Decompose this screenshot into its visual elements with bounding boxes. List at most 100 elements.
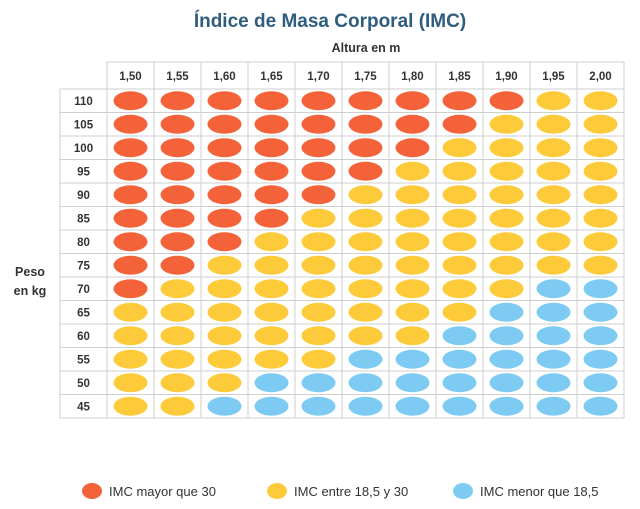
bmi-cell-normal <box>207 279 242 299</box>
bmi-cell-high <box>301 185 336 205</box>
bmi-cell-low <box>442 373 477 393</box>
bmi-cell-high <box>348 91 383 111</box>
x-tick-label: 1,55 <box>166 71 189 83</box>
bmi-cell-high <box>113 91 148 111</box>
y-tick-label: 110 <box>74 96 93 108</box>
bmi-cell-normal <box>254 232 289 252</box>
grid-lines <box>59 61 625 419</box>
bmi-cell-normal <box>348 279 383 299</box>
x-axis-title: Altura en m <box>332 41 401 55</box>
bmi-cell-high <box>207 185 242 205</box>
bmi-cell-normal <box>395 302 430 322</box>
legend: IMC mayor que 30 IMC entre 18,5 y 30 IMC m… <box>82 483 599 499</box>
bmi-cell-normal <box>348 185 383 205</box>
bmi-cell-high <box>301 138 336 158</box>
bmi-cell-normal <box>301 279 336 299</box>
legend-swatch-normal <box>267 483 287 499</box>
x-tick-label: 2,00 <box>589 71 611 83</box>
x-tick-label: 1,80 <box>401 71 423 83</box>
bmi-cell-normal <box>348 326 383 346</box>
bmi-cell-low <box>254 396 289 416</box>
bmi-cell-normal <box>301 349 336 369</box>
bmi-cell-normal <box>348 208 383 228</box>
bmi-cell-low <box>489 349 524 369</box>
bmi-cell-low <box>536 326 571 346</box>
bmi-cell-normal <box>160 302 195 322</box>
x-tick-label: 1,95 <box>542 71 565 83</box>
y-tick-label: 70 <box>77 284 90 296</box>
bmi-cell-normal <box>113 326 148 346</box>
y-axis-title-line-1: Peso <box>15 265 45 279</box>
bmi-cell-normal <box>536 91 571 111</box>
bmi-cell-normal <box>489 185 524 205</box>
bmi-cell-normal <box>395 161 430 181</box>
bmi-cell-high <box>113 138 148 158</box>
bmi-cell-normal <box>536 232 571 252</box>
bmi-cell-low <box>536 373 571 393</box>
bmi-cell-high <box>254 91 289 111</box>
bmi-cell-high <box>113 279 148 299</box>
bmi-cell-low <box>583 349 618 369</box>
y-tick-label: 100 <box>74 143 93 155</box>
bmi-cell-low <box>348 349 383 369</box>
bmi-cell-normal <box>113 396 148 416</box>
bmi-cell-high <box>395 138 430 158</box>
bmi-cell-normal <box>536 161 571 181</box>
y-tick-label: 45 <box>77 401 90 413</box>
bmi-cell-high <box>160 185 195 205</box>
legend-swatch-high <box>82 483 102 499</box>
y-tick-label: 75 <box>77 260 90 272</box>
bmi-cell-high <box>160 232 195 252</box>
bmi-cell-low <box>583 302 618 322</box>
bmi-cell-normal <box>207 373 242 393</box>
legend-label-low: IMC menor que 18,5 <box>480 484 599 499</box>
bmi-cell-normal <box>395 185 430 205</box>
y-tick-label: 80 <box>77 237 90 249</box>
bmi-cell-high <box>301 161 336 181</box>
bmi-cell-normal <box>583 208 618 228</box>
bmi-cell-high <box>207 208 242 228</box>
bmi-cell-high <box>160 114 195 134</box>
bmi-cell-high <box>254 208 289 228</box>
bmi-cell-low <box>442 396 477 416</box>
bmi-cell-normal <box>583 161 618 181</box>
bmi-cell-high <box>254 138 289 158</box>
y-tick-label: 65 <box>77 307 90 319</box>
bmi-cell-high <box>113 232 148 252</box>
bmi-cell-low <box>348 396 383 416</box>
bmi-cell-normal <box>348 255 383 275</box>
bmi-cell-normal <box>348 232 383 252</box>
bmi-cell-low <box>583 396 618 416</box>
bmi-cell-normal <box>207 255 242 275</box>
x-tick-label: 1,65 <box>260 71 283 83</box>
y-tick-label: 90 <box>77 190 90 202</box>
bmi-cell-normal <box>254 279 289 299</box>
bmi-cell-normal <box>395 232 430 252</box>
bmi-cell-low <box>489 373 524 393</box>
bmi-cell-normal <box>348 302 383 322</box>
bmi-cell-normal <box>254 349 289 369</box>
bmi-cell-normal <box>489 279 524 299</box>
bmi-cell-normal <box>583 91 618 111</box>
bmi-cell-low <box>489 302 524 322</box>
bmi-cell-low <box>536 396 571 416</box>
bmi-cell-normal <box>442 232 477 252</box>
bmi-cell-low <box>254 373 289 393</box>
bmi-cell-normal <box>583 185 618 205</box>
bmi-cell-normal <box>301 302 336 322</box>
bmi-cell-high <box>395 91 430 111</box>
bmi-cell-high <box>113 255 148 275</box>
bmi-cell-normal <box>442 302 477 322</box>
bmi-cell-normal <box>301 326 336 346</box>
bmi-cell-high <box>207 138 242 158</box>
bmi-cell-high <box>160 161 195 181</box>
bmi-cell-high <box>395 114 430 134</box>
bmi-cell-high <box>348 114 383 134</box>
chart-title: Índice de Masa Corporal (IMC) <box>194 10 466 32</box>
bmi-cell-normal <box>113 373 148 393</box>
y-tick-label: 50 <box>77 378 90 390</box>
bmi-cell-normal <box>113 349 148 369</box>
bmi-cell-high <box>113 161 148 181</box>
bmi-cell-normal <box>489 255 524 275</box>
bmi-cell-normal <box>113 302 148 322</box>
